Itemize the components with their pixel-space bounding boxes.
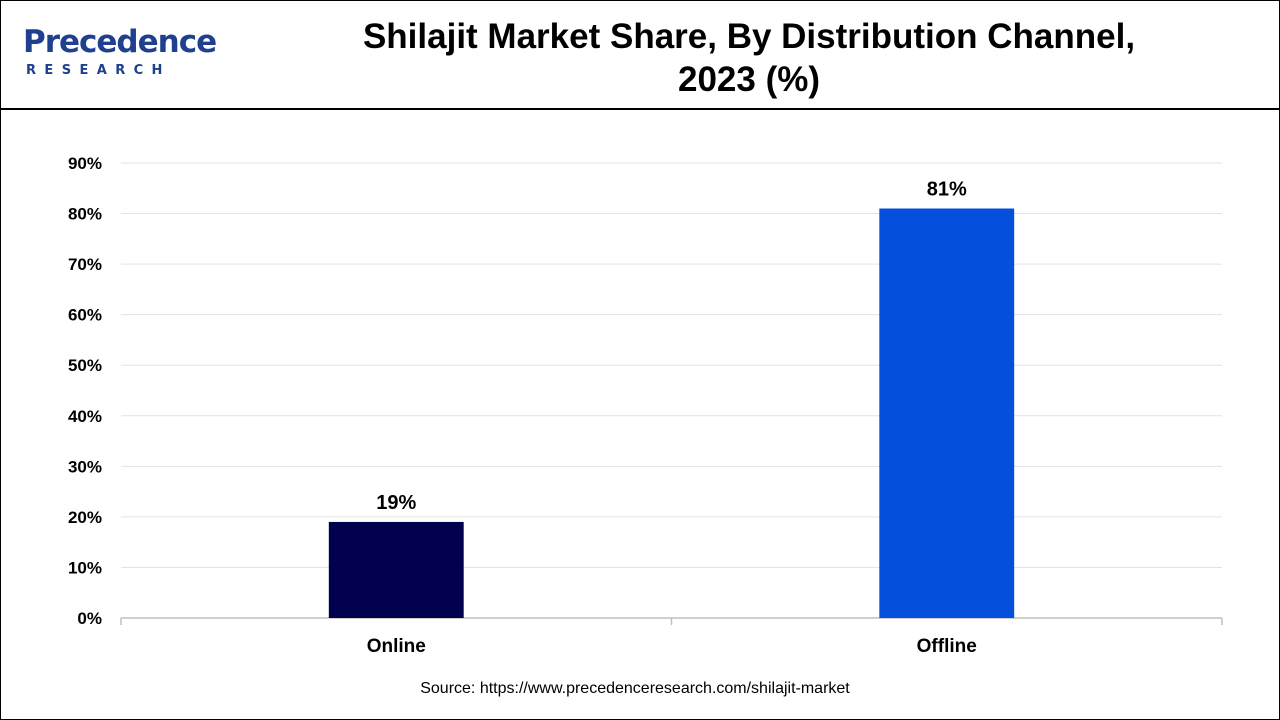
y-tick-label: 40% (68, 407, 102, 426)
y-tick-label: 10% (68, 558, 102, 577)
x-tick-label: Offline (917, 636, 977, 657)
y-tick-label: 90% (68, 154, 102, 173)
y-tick-label: 60% (68, 306, 102, 325)
y-tick-label: 50% (68, 356, 102, 375)
data-label: 81% (927, 179, 967, 201)
data-label: 19% (376, 492, 416, 514)
bar-offline (879, 208, 1015, 618)
x-tick-label: Online (367, 636, 426, 657)
chart-title-line-1: Shilajit Market Share, By Distribution C… (362, 17, 1136, 56)
bar-online (328, 521, 464, 618)
brand-logo: Precedence RESEARCH (23, 27, 223, 83)
y-tick-label: 20% (68, 508, 102, 527)
source-note: Source: https://www.precedenceresearch.c… (420, 680, 850, 697)
chart-title-line-2: 2023 (%) (677, 60, 821, 99)
y-tick-label: 30% (68, 457, 102, 476)
chart-header: Precedence RESEARCH Shilajit Market Shar… (1, 1, 1279, 110)
logo-subtitle: RESEARCH (26, 63, 171, 78)
chart-title: Shilajit Market Share, By Distribution C… (261, 15, 1237, 101)
y-tick-label: 70% (68, 255, 102, 274)
y-tick-label: 0% (77, 609, 102, 628)
y-tick-label: 80% (68, 205, 102, 224)
logo-wordmark: Precedence (23, 24, 217, 60)
